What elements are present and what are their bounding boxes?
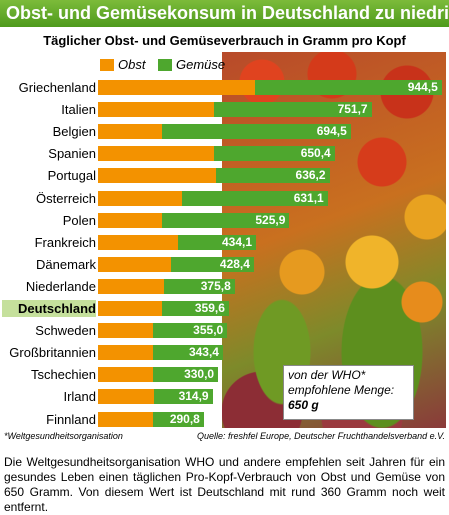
bar-obst [98, 256, 171, 272]
category-label: Dänemark [36, 256, 96, 272]
category-label: Niederlande [25, 278, 96, 294]
data-label: 751,7 [337, 102, 368, 117]
category-label: Polen [62, 212, 96, 228]
bar-gemuese [161, 301, 229, 316]
bar-obst [98, 278, 164, 294]
category-label: Portugal [47, 168, 96, 184]
who-value: 650 g [288, 398, 319, 412]
footnote: *Weltgesundheitsorganisation [4, 431, 123, 441]
bar-obst [98, 190, 182, 206]
bar-gemuese [152, 345, 223, 361]
data-label: 650,4 [300, 146, 331, 161]
bar-obst [98, 146, 215, 162]
bar-obst [98, 367, 153, 383]
category-label: Österreich [36, 190, 96, 206]
who-text: von der WHO* empfohlene Menge: [288, 368, 395, 397]
data-label: 694,5 [316, 124, 347, 139]
data-label: 359,6 [194, 301, 225, 315]
bar-obst [98, 234, 179, 250]
who-recommendation-box: von der WHO* empfohlene Menge: 650 g [283, 365, 414, 420]
category-label: Griechenland [18, 80, 96, 95]
category-label: Italien [61, 102, 96, 118]
bar-gemuese [214, 146, 335, 162]
bar-gemuese [161, 212, 290, 228]
bar-obst [98, 168, 217, 184]
chart-subtitle: Täglicher Obst- und Gemüseverbrauch in G… [43, 33, 406, 48]
infographic: Obst- und Gemüsekonsum in Deutschland zu… [0, 0, 449, 441]
bar-gemuese [163, 278, 235, 294]
data-label: 434,1 [221, 234, 252, 249]
bar-gemuese [161, 124, 351, 140]
bar-obst [98, 411, 153, 427]
category-label: Schweden [35, 323, 96, 339]
bar-gemuese [152, 323, 228, 339]
data-label: 314,9 [178, 389, 209, 404]
legend-label-obst: Obst [118, 57, 146, 72]
bar-gemuese [152, 411, 204, 427]
category-label: Finnland [46, 411, 96, 427]
category-label: Spanien [48, 146, 96, 162]
bar-gemuese [178, 234, 256, 250]
category-label: Irland [63, 389, 96, 405]
bar-obst [98, 323, 153, 339]
category-label: Tschechien [30, 367, 96, 383]
category-label: Belgien [52, 124, 96, 140]
bar-gemuese [181, 190, 328, 206]
bar-obst [98, 345, 153, 361]
bar-gemuese [216, 168, 330, 184]
bar-obst [98, 212, 162, 228]
bar-gemuese [152, 367, 219, 383]
data-label: 375,8 [200, 278, 231, 293]
bar-obst [98, 389, 155, 405]
bar-obst [98, 102, 215, 118]
bar-gemuese [170, 256, 254, 272]
data-label: 631,1 [293, 190, 324, 205]
page-title: Obst- und Gemüsekonsum in Deutschland zu… [0, 0, 449, 27]
bar-obst [98, 301, 162, 316]
data-label: 525,9 [255, 212, 286, 227]
caption-text: Die Weltgesundheitsorganisation WHO und … [4, 455, 445, 514]
data-label: 343,4 [188, 345, 219, 360]
bar-gemuese [214, 102, 372, 118]
legend-swatch-obst [100, 59, 114, 71]
data-label: 428,4 [219, 256, 250, 271]
data-label: 355,0 [193, 323, 224, 338]
category-label: Frankreich [34, 234, 96, 250]
source-note: Quelle: freshfel Europe, Deutscher Fruch… [197, 431, 445, 441]
bar-gemuese [154, 389, 213, 405]
bar-gemuese [254, 80, 442, 95]
data-label: 330,0 [184, 367, 215, 382]
bar-obst [98, 124, 162, 140]
bar-obst [98, 80, 255, 95]
legend-label-gemuese: Gemüse [176, 57, 226, 72]
category-label: Großbritannien [9, 345, 96, 361]
category-label: Deutschland [2, 300, 96, 317]
legend-swatch-gemuese [158, 59, 172, 71]
data-label: 944,5 [407, 80, 438, 94]
data-label: 290,8 [169, 411, 200, 426]
data-label: 636,2 [295, 168, 326, 183]
